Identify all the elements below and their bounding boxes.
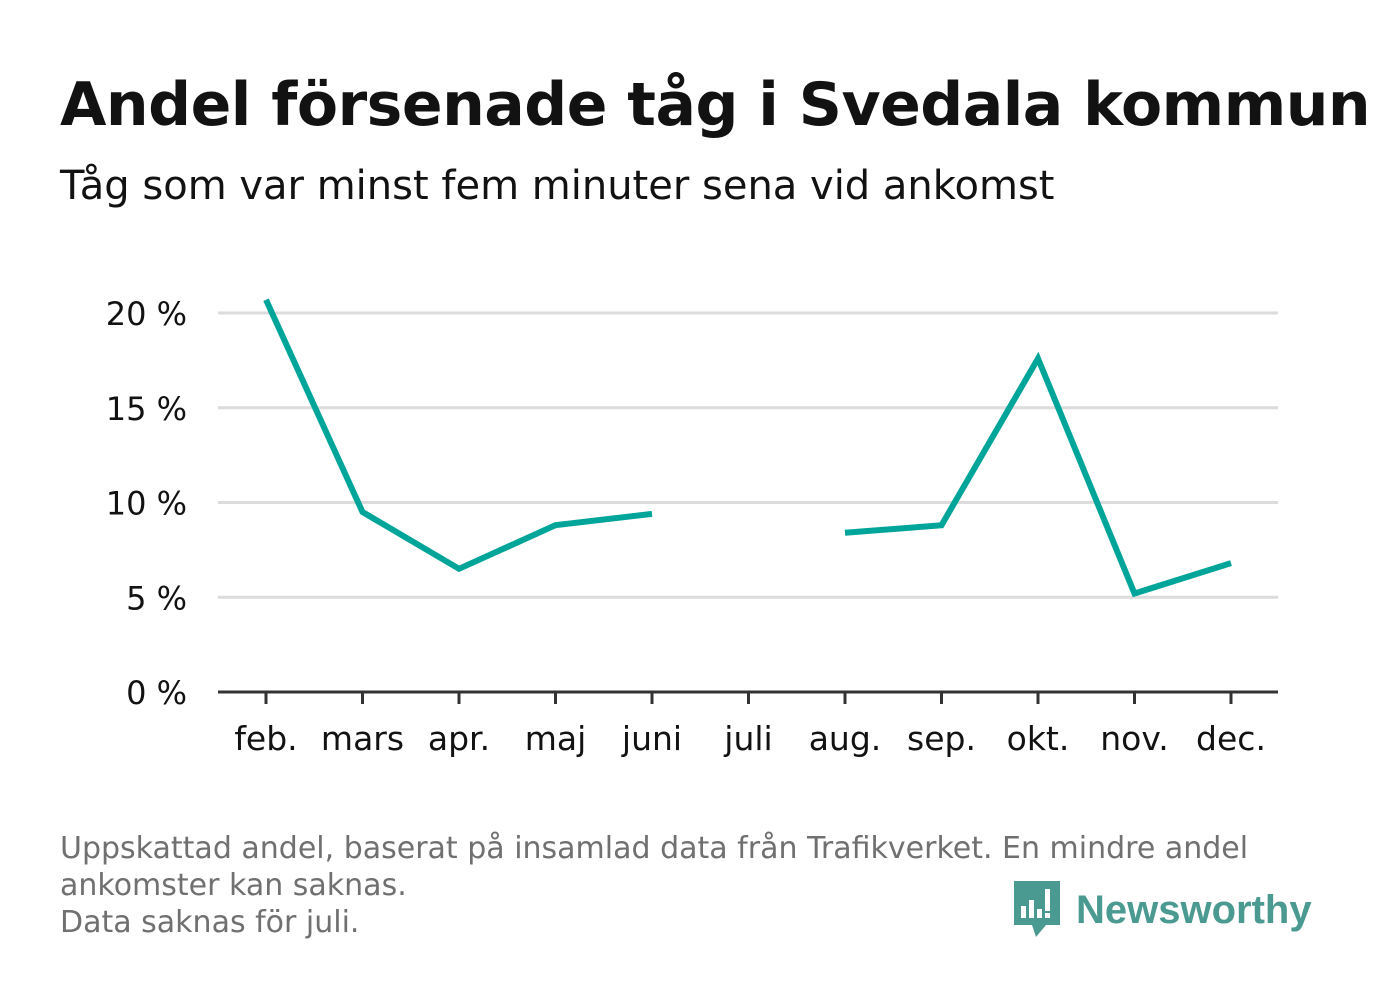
x-tick-label: apr. bbox=[428, 719, 490, 758]
x-tick-label: feb. bbox=[234, 719, 297, 758]
y-tick-label: 20 % bbox=[106, 295, 187, 333]
x-tick-label: mars bbox=[321, 719, 404, 758]
brand-logo: Newsworthy bbox=[1012, 878, 1312, 942]
y-axis-tick-labels: 0 % 5 % 10 % 15 % 20 % bbox=[106, 295, 187, 712]
x-tick-label: okt. bbox=[1007, 719, 1070, 758]
series-line-segment bbox=[263, 298, 653, 573]
y-tick-label: 5 % bbox=[126, 579, 187, 617]
y-tick-label: 0 % bbox=[126, 674, 187, 712]
footnote-line: ankomster kan saknas. bbox=[60, 868, 407, 903]
x-axis bbox=[218, 690, 1278, 704]
footnote: Uppskattad andel, baserat på insamlad da… bbox=[60, 830, 1320, 941]
x-tick-label: juni bbox=[621, 719, 682, 758]
x-tick-label: aug. bbox=[809, 719, 882, 758]
bar-chart-speech-bubble-icon bbox=[1014, 881, 1060, 937]
x-tick-label: juli bbox=[723, 719, 772, 758]
chart-subtitle: Tåg som var minst fem minuter sena vid a… bbox=[60, 163, 1055, 209]
x-tick-label: sep. bbox=[907, 719, 976, 758]
series-lines bbox=[263, 298, 1232, 598]
footnote-line: Uppskattad andel, baserat på insamlad da… bbox=[60, 831, 1249, 866]
grid-lines bbox=[218, 311, 1278, 599]
x-tick-label: nov. bbox=[1100, 719, 1169, 758]
y-tick-label: 10 % bbox=[106, 485, 187, 523]
y-tick-label: 15 % bbox=[106, 390, 187, 428]
x-tick-label: maj bbox=[525, 719, 587, 758]
brand-name: Newsworthy bbox=[1076, 887, 1312, 932]
x-tick-label: dec. bbox=[1196, 719, 1266, 758]
footnote-line: Data saknas för juli. bbox=[60, 905, 360, 940]
series-line-segment bbox=[844, 351, 1232, 598]
chart-title: Andel försenade tåg i Svedala kommun bbox=[60, 70, 1371, 140]
x-axis-tick-labels: feb. mars apr. maj juni juli aug. sep. okt. nov. d… bbox=[234, 719, 1266, 758]
